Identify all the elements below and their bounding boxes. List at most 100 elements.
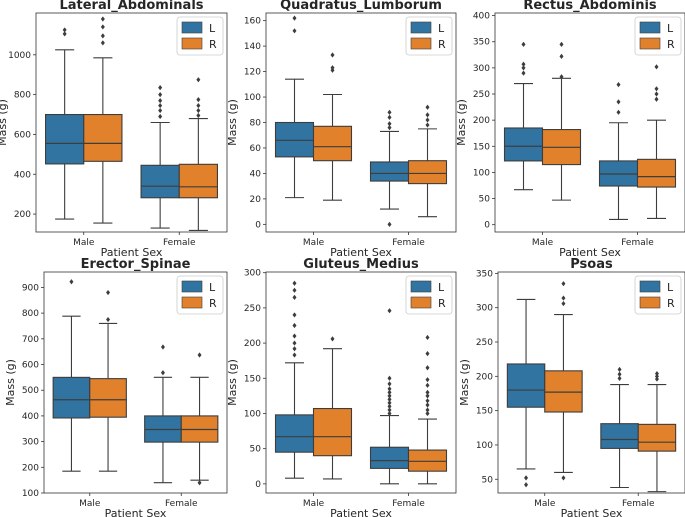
y-tick-label: 600 — [14, 130, 31, 140]
y-tick-label: 400 — [22, 412, 39, 422]
legend-swatch-L — [181, 280, 203, 293]
outlier-point — [330, 336, 335, 342]
box-iqr — [312, 125, 353, 162]
y-tick-label: 0 — [255, 480, 261, 490]
legend-swatch-L — [181, 21, 203, 34]
box-iqr — [637, 423, 677, 452]
box-iqr — [369, 161, 410, 182]
y-tick-label: 900 — [22, 283, 39, 293]
x-category-label: Female — [163, 238, 196, 248]
outlier-point — [654, 96, 659, 102]
legend-label-L: L — [209, 281, 216, 294]
y-tick-label: 160 — [244, 17, 261, 27]
y-tick-label: 150 — [244, 374, 261, 384]
box-iqr — [44, 113, 85, 165]
plot-frame — [35, 12, 228, 233]
y-tick-label: 100 — [244, 93, 261, 103]
outlier-point — [425, 112, 430, 118]
legend-label-L: L — [667, 281, 674, 294]
y-tick-label: 250 — [244, 304, 261, 314]
outlier-point — [69, 279, 74, 285]
y-tick-label: 200 — [244, 339, 261, 349]
outlier-point — [559, 41, 564, 47]
outlier-point — [292, 280, 297, 286]
legend-label-R: R — [209, 38, 217, 51]
outlier-point — [330, 65, 335, 71]
outlier-point — [617, 366, 622, 373]
legend-swatch-R — [639, 296, 661, 309]
legend-label-L: L — [667, 22, 674, 35]
x-category-label: Female — [621, 238, 654, 248]
plot-frame — [497, 271, 685, 494]
outlier-point — [196, 77, 201, 83]
outlier-point — [196, 97, 201, 103]
outlier-point — [654, 86, 659, 92]
outlier-point — [616, 82, 621, 88]
y-tick-label: 400 — [473, 12, 490, 22]
outlier-point — [561, 281, 566, 287]
box-R-male — [312, 336, 353, 480]
outlier-point — [158, 92, 163, 98]
chart-title: Lateral_Abdominals — [59, 0, 203, 13]
y-axis-label: Mass (g) — [226, 99, 239, 146]
y-tick-label: 200 — [14, 210, 31, 220]
chart-title: Gluteus_Medius — [303, 257, 419, 272]
legend-swatch-R — [639, 37, 661, 50]
box-R-female — [407, 104, 448, 218]
outlier-point — [292, 294, 297, 300]
y-tick-label: 300 — [476, 304, 493, 314]
x-axis-label: Patient Sex — [101, 246, 163, 259]
outlier-point — [561, 475, 566, 481]
outlier-point — [62, 31, 67, 37]
box-iqr — [600, 423, 639, 449]
outlier-point — [100, 16, 105, 22]
box-iqr — [636, 158, 677, 188]
chart-panel-3: Erector_Spinae Mass (g) 100 200 300 400 500 600… — [4, 257, 228, 517]
chart-panel-5: Psoas Mass (g) 50 100 150 200 250 300 350 Male Fem… — [458, 257, 685, 517]
box-iqr — [178, 163, 219, 199]
y-tick-label: 700 — [22, 335, 39, 345]
box-L-female — [144, 344, 182, 484]
box-R-female — [178, 77, 219, 231]
outlier-point — [197, 352, 202, 358]
outlier-point — [158, 107, 163, 114]
legend: LR — [176, 275, 224, 315]
y-tick-label: 200 — [476, 372, 493, 382]
box-iqr — [407, 449, 448, 472]
legend-label-R: R — [667, 38, 675, 51]
box-L-male — [52, 279, 91, 472]
y-tick-label: 80 — [250, 119, 262, 129]
box-L-female — [140, 85, 180, 229]
outlier-point — [158, 113, 163, 120]
chart-panel-0: Lateral_Abdominals Mass (g) 200 400 600 800 10… — [0, 0, 228, 259]
outlier-point — [654, 370, 659, 377]
outlier-point — [387, 381, 392, 387]
outlier-point — [616, 109, 621, 115]
outlier-point — [196, 112, 201, 119]
y-tick-label: 350 — [473, 38, 490, 48]
box-R-male — [83, 16, 123, 224]
y-axis-label: Mass (g) — [458, 359, 471, 406]
outlier-point — [387, 114, 392, 121]
y-tick-label: 40 — [250, 169, 262, 179]
x-category-label: Female — [165, 499, 198, 509]
outlier-point — [425, 393, 430, 399]
outlier-point — [425, 104, 430, 110]
outlier-point — [158, 85, 163, 91]
outlier-point — [100, 33, 105, 39]
outlier-point — [559, 74, 564, 80]
outlier-point — [100, 40, 105, 46]
outlier-point — [561, 295, 566, 301]
outlier-point — [559, 53, 564, 59]
outlier-point — [62, 27, 67, 33]
chart-title: Psoas — [570, 257, 613, 272]
y-tick-label: 140 — [244, 42, 261, 52]
y-tick-label: 800 — [14, 91, 31, 101]
box-R-male — [312, 52, 353, 201]
plot-frame — [494, 12, 685, 233]
box-L-female — [369, 109, 410, 227]
outlier-point — [292, 352, 297, 358]
box-iqr — [544, 370, 583, 413]
legend-label-L: L — [209, 22, 216, 35]
